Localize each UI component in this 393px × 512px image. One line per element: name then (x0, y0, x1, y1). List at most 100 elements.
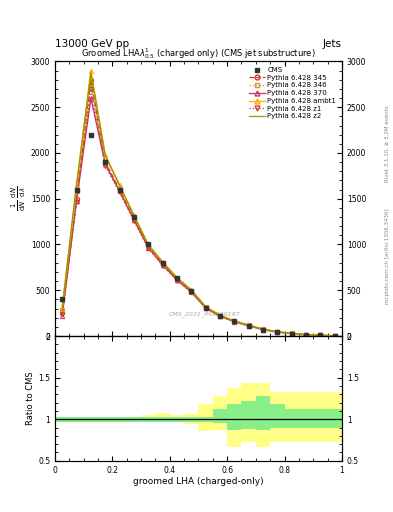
Pythia 6.428 z1 (275, 329, 280, 335)
Pythia 6.428 370 (74, 198, 79, 204)
Pythia 6.428 370 (232, 318, 237, 325)
Pythia 6.428 346 (332, 333, 337, 339)
Pythia 6.428 345 (160, 261, 165, 267)
Text: Jets: Jets (323, 38, 342, 49)
Text: Rivet 3.1.10, ≥ 3.2M events: Rivet 3.1.10, ≥ 3.2M events (385, 105, 389, 182)
Pythia 6.428 z1 (261, 327, 265, 333)
Line: Pythia 6.428 345: Pythia 6.428 345 (60, 78, 337, 338)
Pythia 6.428 370 (332, 333, 337, 339)
Pythia 6.428 370 (261, 327, 265, 333)
Pythia 6.428 345 (132, 215, 136, 221)
Pythia 6.428 346 (88, 81, 93, 88)
Pythia 6.428 z2 (132, 212, 136, 219)
Pythia 6.428 345 (218, 313, 222, 319)
Pythia 6.428 z2 (174, 275, 179, 281)
Text: 13000 GeV pp: 13000 GeV pp (55, 38, 129, 49)
Line: Pythia 6.428 346: Pythia 6.428 346 (60, 82, 337, 338)
Pythia 6.428 345 (117, 186, 122, 193)
Pythia 6.428 346 (174, 276, 179, 282)
Pythia 6.428 345 (146, 243, 151, 249)
Pythia 6.428 345 (232, 318, 237, 325)
Pythia 6.428 345 (289, 330, 294, 336)
Text: mcplots.cern.ch [arXiv:1306.3436]: mcplots.cern.ch [arXiv:1306.3436] (385, 208, 389, 304)
Pythia 6.428 370 (189, 289, 194, 295)
Pythia 6.428 z2 (246, 322, 251, 328)
Pythia 6.428 345 (261, 326, 265, 332)
Pythia 6.428 345 (275, 329, 280, 335)
Pythia 6.428 ambt1 (232, 318, 237, 324)
Pythia 6.428 z2 (218, 312, 222, 318)
Pythia 6.428 370 (160, 262, 165, 268)
Pythia 6.428 346 (74, 188, 79, 195)
Pythia 6.428 z1 (160, 263, 165, 269)
Line: Pythia 6.428 ambt1: Pythia 6.428 ambt1 (60, 69, 337, 338)
Pythia 6.428 370 (103, 161, 108, 167)
Pythia 6.428 z1 (246, 323, 251, 329)
Pythia 6.428 z1 (203, 305, 208, 311)
Pythia 6.428 ambt1 (174, 274, 179, 281)
Pythia 6.428 346 (189, 288, 194, 294)
Pythia 6.428 346 (275, 329, 280, 335)
Pythia 6.428 370 (318, 332, 323, 338)
Legend: CMS, Pythia 6.428 345, Pythia 6.428 346, Pythia 6.428 370, Pythia 6.428 ambt1, P: CMS, Pythia 6.428 345, Pythia 6.428 346,… (247, 65, 338, 121)
Pythia 6.428 345 (174, 276, 179, 282)
Pythia 6.428 z2 (74, 181, 79, 187)
Pythia 6.428 370 (88, 95, 93, 101)
Pythia 6.428 ambt1 (261, 326, 265, 332)
Pythia 6.428 z2 (304, 332, 309, 338)
Pythia 6.428 ambt1 (218, 312, 222, 318)
Pythia 6.428 z2 (160, 259, 165, 265)
Pythia 6.428 345 (203, 305, 208, 311)
Pythia 6.428 345 (60, 310, 64, 316)
Pythia 6.428 370 (246, 323, 251, 329)
Pythia 6.428 z2 (289, 330, 294, 336)
X-axis label: groomed LHA (charged-only): groomed LHA (charged-only) (133, 477, 264, 486)
Pythia 6.428 370 (132, 217, 136, 223)
Pythia 6.428 370 (203, 305, 208, 311)
Pythia 6.428 ambt1 (289, 330, 294, 336)
Pythia 6.428 z2 (146, 242, 151, 248)
Pythia 6.428 345 (88, 77, 93, 83)
Pythia 6.428 370 (117, 188, 122, 195)
Pythia 6.428 346 (103, 159, 108, 165)
Pythia 6.428 370 (275, 329, 280, 335)
Pythia 6.428 z1 (289, 331, 294, 337)
Pythia 6.428 346 (318, 332, 323, 338)
Pythia 6.428 ambt1 (60, 306, 64, 312)
Pythia 6.428 345 (103, 159, 108, 165)
Pythia 6.428 ambt1 (103, 152, 108, 158)
Pythia 6.428 z2 (232, 318, 237, 324)
Pythia 6.428 ambt1 (160, 259, 165, 265)
Pythia 6.428 z2 (103, 153, 108, 159)
Pythia 6.428 z1 (304, 332, 309, 338)
Pythia 6.428 ambt1 (117, 182, 122, 188)
Pythia 6.428 346 (160, 260, 165, 266)
Pythia 6.428 346 (246, 322, 251, 328)
Y-axis label: $\frac{1}{\mathrm{d}N}\ \frac{\mathrm{d}N}{\mathrm{d}\lambda}$: $\frac{1}{\mathrm{d}N}\ \frac{\mathrm{d}… (10, 186, 28, 211)
Pythia 6.428 370 (289, 331, 294, 337)
Pythia 6.428 346 (203, 304, 208, 310)
Pythia 6.428 346 (261, 326, 265, 332)
Pythia 6.428 z1 (174, 278, 179, 284)
Pythia 6.428 ambt1 (132, 212, 136, 218)
Pythia 6.428 z1 (189, 289, 194, 295)
Pythia 6.428 ambt1 (318, 332, 323, 338)
Pythia 6.428 z1 (88, 86, 93, 92)
Pythia 6.428 370 (146, 245, 151, 251)
Pythia 6.428 ambt1 (74, 185, 79, 191)
Pythia 6.428 345 (74, 196, 79, 202)
Pythia 6.428 346 (60, 307, 64, 313)
Pythia 6.428 370 (174, 277, 179, 283)
Pythia 6.428 z2 (88, 70, 93, 76)
Line: Pythia 6.428 370: Pythia 6.428 370 (60, 96, 337, 338)
Pythia 6.428 z1 (318, 332, 323, 338)
Pythia 6.428 346 (117, 186, 122, 193)
Pythia 6.428 ambt1 (275, 329, 280, 335)
Pythia 6.428 346 (146, 243, 151, 249)
Pythia 6.428 346 (218, 313, 222, 319)
Pythia 6.428 z2 (117, 182, 122, 188)
Pythia 6.428 z2 (60, 305, 64, 311)
Pythia 6.428 ambt1 (189, 287, 194, 293)
Pythia 6.428 ambt1 (332, 333, 337, 339)
Pythia 6.428 345 (332, 333, 337, 339)
